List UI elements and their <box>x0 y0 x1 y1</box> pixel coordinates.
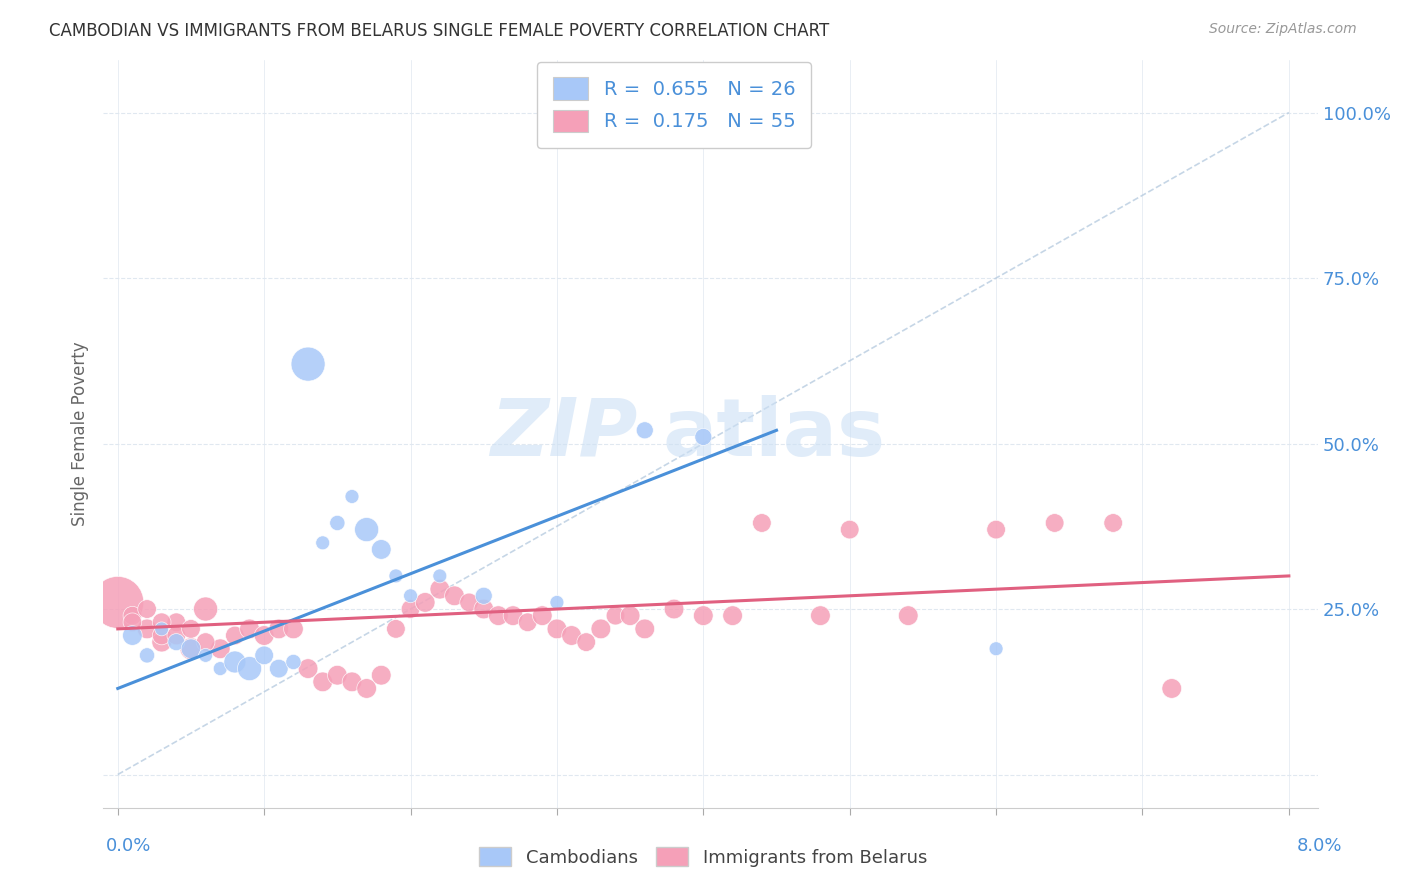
Point <box>209 662 232 676</box>
Point <box>107 595 129 609</box>
Text: 8.0%: 8.0% <box>1298 837 1343 855</box>
Point <box>136 622 159 636</box>
Text: ZIP: ZIP <box>491 394 638 473</box>
Point <box>546 595 568 609</box>
Point <box>312 674 335 689</box>
Point <box>283 622 305 636</box>
Text: CAMBODIAN VS IMMIGRANTS FROM BELARUS SINGLE FEMALE POVERTY CORRELATION CHART: CAMBODIAN VS IMMIGRANTS FROM BELARUS SIN… <box>49 22 830 40</box>
Point <box>267 622 290 636</box>
Point <box>121 615 143 630</box>
Point <box>136 602 159 616</box>
Point <box>619 608 641 623</box>
Point <box>150 628 173 642</box>
Point <box>984 523 1007 537</box>
Point <box>984 641 1007 656</box>
Point <box>136 648 159 663</box>
Text: Source: ZipAtlas.com: Source: ZipAtlas.com <box>1209 22 1357 37</box>
Point <box>486 608 509 623</box>
Point <box>1102 516 1125 530</box>
Point <box>224 655 246 669</box>
Point <box>429 582 451 597</box>
Point <box>253 648 276 663</box>
Point <box>150 635 173 649</box>
Point <box>413 595 436 609</box>
Point <box>692 430 714 444</box>
Y-axis label: Single Female Poverty: Single Female Poverty <box>72 342 89 526</box>
Point <box>1043 516 1066 530</box>
Point <box>209 641 232 656</box>
Point <box>399 602 422 616</box>
Point <box>267 662 290 676</box>
Point <box>312 536 335 550</box>
Point <box>194 602 217 616</box>
Point <box>385 569 408 583</box>
Point <box>194 635 217 649</box>
Point <box>165 615 187 630</box>
Point <box>897 608 920 623</box>
Legend: Cambodians, Immigrants from Belarus: Cambodians, Immigrants from Belarus <box>471 840 935 874</box>
Point <box>605 608 627 623</box>
Point <box>356 681 378 696</box>
Point <box>385 622 408 636</box>
Point <box>121 608 143 623</box>
Point <box>370 668 392 682</box>
Point <box>180 622 202 636</box>
Point <box>546 622 568 636</box>
Text: atlas: atlas <box>662 394 886 473</box>
Point <box>180 641 202 656</box>
Point <box>575 635 598 649</box>
Point <box>356 523 378 537</box>
Point <box>283 655 305 669</box>
Point <box>180 641 202 656</box>
Point <box>370 542 392 557</box>
Point <box>458 595 481 609</box>
Point <box>634 622 657 636</box>
Point <box>121 628 143 642</box>
Point <box>326 668 349 682</box>
Point <box>443 589 465 603</box>
Point <box>194 648 217 663</box>
Point <box>399 589 422 603</box>
Point <box>165 635 187 649</box>
Point <box>340 674 363 689</box>
Point <box>516 615 538 630</box>
Point <box>297 662 319 676</box>
Point <box>838 523 860 537</box>
Point <box>1160 681 1182 696</box>
Point <box>692 608 714 623</box>
Point <box>165 628 187 642</box>
Point <box>238 662 260 676</box>
Point <box>297 357 319 371</box>
Point <box>634 423 657 437</box>
Point <box>224 628 246 642</box>
Point <box>502 608 524 623</box>
Point <box>589 622 612 636</box>
Point <box>326 516 349 530</box>
Point <box>150 615 173 630</box>
Point <box>253 628 276 642</box>
Point <box>472 602 495 616</box>
Point <box>340 490 363 504</box>
Text: 0.0%: 0.0% <box>105 837 150 855</box>
Point <box>662 602 685 616</box>
Point <box>561 628 583 642</box>
Point <box>751 516 773 530</box>
Point <box>150 622 173 636</box>
Point <box>429 569 451 583</box>
Point <box>810 608 832 623</box>
Point <box>472 589 495 603</box>
Point <box>721 608 744 623</box>
Point <box>531 608 554 623</box>
Point <box>238 622 260 636</box>
Legend: R =  0.655   N = 26, R =  0.175   N = 55: R = 0.655 N = 26, R = 0.175 N = 55 <box>537 62 811 147</box>
